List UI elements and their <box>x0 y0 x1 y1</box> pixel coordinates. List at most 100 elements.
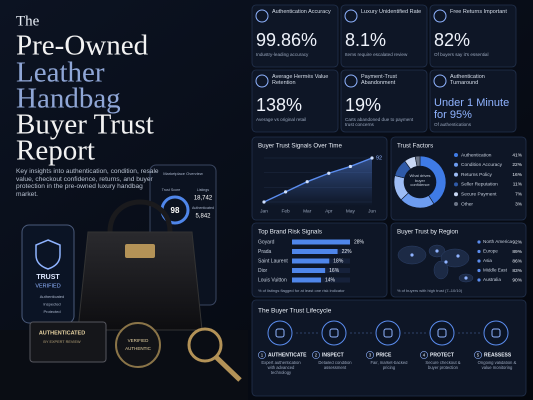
step-number-badge <box>258 351 266 359</box>
step-icon-ring <box>375 320 401 346</box>
kpi-icon <box>344 9 358 23</box>
step-name: REASSESS <box>484 352 512 358</box>
kpi-icon <box>433 74 447 88</box>
card-text: BY EXPERT REVIEW <box>43 340 81 344</box>
region-dot <box>444 260 448 264</box>
bar-value: 14% <box>325 277 336 283</box>
bag-clasp <box>125 244 155 258</box>
chart-title: Buyer Trust by Region <box>397 229 459 236</box>
step-desc: Ongoing validation & value monitoring <box>477 361 517 370</box>
legend-swatch <box>454 182 458 187</box>
step-number-badge <box>366 351 374 359</box>
bar-label: Prada <box>258 249 272 255</box>
step-icon-ring <box>321 320 347 346</box>
region-name: Australia <box>483 277 501 282</box>
bar <box>292 249 338 254</box>
bar-label: Dior <box>258 268 268 274</box>
legend-swatch <box>454 202 458 206</box>
legend-label: Secure Payment <box>461 191 497 197</box>
auth-card <box>29 321 107 363</box>
tablet-score: 98 <box>171 206 180 215</box>
region-name: Europe <box>483 249 498 254</box>
trend-point <box>262 200 266 204</box>
step-icon-ring <box>267 320 293 346</box>
legend-swatch <box>454 172 458 177</box>
magnifier <box>187 327 223 363</box>
kpi-value: Under 1 Minute <box>434 97 509 109</box>
panel <box>251 4 339 68</box>
phone-text: VERIFIED <box>35 283 60 289</box>
legend-swatch <box>477 249 481 254</box>
region-value: 90% <box>512 277 522 283</box>
kpi-sub: Items require escalated review <box>345 52 408 57</box>
bar <box>292 258 330 264</box>
chart-title: The Buyer Trust Lifecycle <box>258 308 332 315</box>
legend-value: 41% <box>512 152 522 158</box>
description-box: Key insights into authentication, condit… <box>16 168 159 198</box>
step-number: 3 <box>369 353 372 358</box>
step-desc: Fair, market-backed pricing <box>370 361 408 370</box>
kpi-label: Authentication Turnaround <box>450 74 485 87</box>
panel <box>429 69 517 133</box>
kpi-sub: Of buyers say it's essential <box>434 52 489 57</box>
region-value: 86% <box>512 258 522 264</box>
step-desc: Detailed condition assessment <box>318 361 352 370</box>
bar-label: Saint Laurent <box>258 258 288 264</box>
donut-slice <box>414 155 421 167</box>
legend-label: Seller Reputation <box>461 182 498 188</box>
step-number: 5 <box>477 353 480 358</box>
x-tick-label: May <box>346 208 356 214</box>
step-number-badge <box>420 351 428 359</box>
legend-swatch <box>477 259 481 263</box>
kpi-sub-box: Average vs original retail <box>256 117 307 122</box>
x-tick-label: Feb <box>281 208 290 214</box>
illustration <box>0 164 248 400</box>
legend-value: 7% <box>515 191 523 197</box>
region-value: 83% <box>512 268 522 274</box>
kpi-label: Luxury Unidentified Rate <box>361 9 422 15</box>
donut-center-box: What drives buyer confidence <box>409 174 430 187</box>
description: Key insights into authentication, condit… <box>16 168 159 198</box>
legend-swatch <box>477 278 481 282</box>
tablet-text: Trust Score <box>162 188 180 192</box>
kpi-sub-box: Carts abandoned due to payment trust con… <box>345 117 414 128</box>
kpi-sub-box: Of buyers say it's essential <box>434 52 489 57</box>
legend-value: 16% <box>512 172 522 178</box>
step-icon <box>491 328 501 338</box>
step-number-badge <box>312 351 320 359</box>
trend-point <box>305 180 309 184</box>
kpi-label-box: Payment-Trust Abandonment <box>361 74 397 86</box>
kpi-label-box: Authentication Turnaround <box>450 74 485 87</box>
shield-icon <box>35 239 61 270</box>
trend-point <box>348 164 352 169</box>
step-icon <box>275 328 285 338</box>
kpi-value: 99.86% <box>256 30 317 50</box>
step-name: PROTECT <box>430 352 454 358</box>
kpi-sub: Average vs original retail <box>256 117 307 122</box>
kpi-value: 19% <box>345 95 381 115</box>
legend-label: Authentication <box>461 152 492 158</box>
kpi-value: for 95% <box>434 109 472 121</box>
legend-swatch <box>454 162 458 167</box>
panel <box>251 299 527 397</box>
chart-note: % of buyers with high trust (7–10/10) <box>397 288 463 293</box>
chart-title: Buyer Trust Signals Over Time <box>258 143 342 150</box>
kpi-value: 82% <box>434 30 470 50</box>
step-icon <box>383 328 393 338</box>
kpi-icon <box>255 9 269 23</box>
kpi-sub-box: Items require escalated review <box>345 52 408 57</box>
kpi-sub: Industry-leading accuracy <box>256 52 309 57</box>
kpi-icon <box>255 74 269 88</box>
legend-value: 3% <box>515 201 523 207</box>
step-name: PRICE <box>376 352 392 358</box>
step-icon <box>437 328 447 338</box>
step-desc-box: Detailed condition assessment <box>318 361 352 370</box>
phone-item: Inspected <box>43 302 60 307</box>
step-icon-ring <box>483 320 509 346</box>
kpi-sub: Carts abandoned due to payment trust con… <box>345 117 414 128</box>
trend-area <box>264 158 372 206</box>
legend-swatch <box>454 153 458 157</box>
step-icon-ring <box>429 320 455 346</box>
chart-title: Top Brand Risk Signals <box>258 229 322 236</box>
